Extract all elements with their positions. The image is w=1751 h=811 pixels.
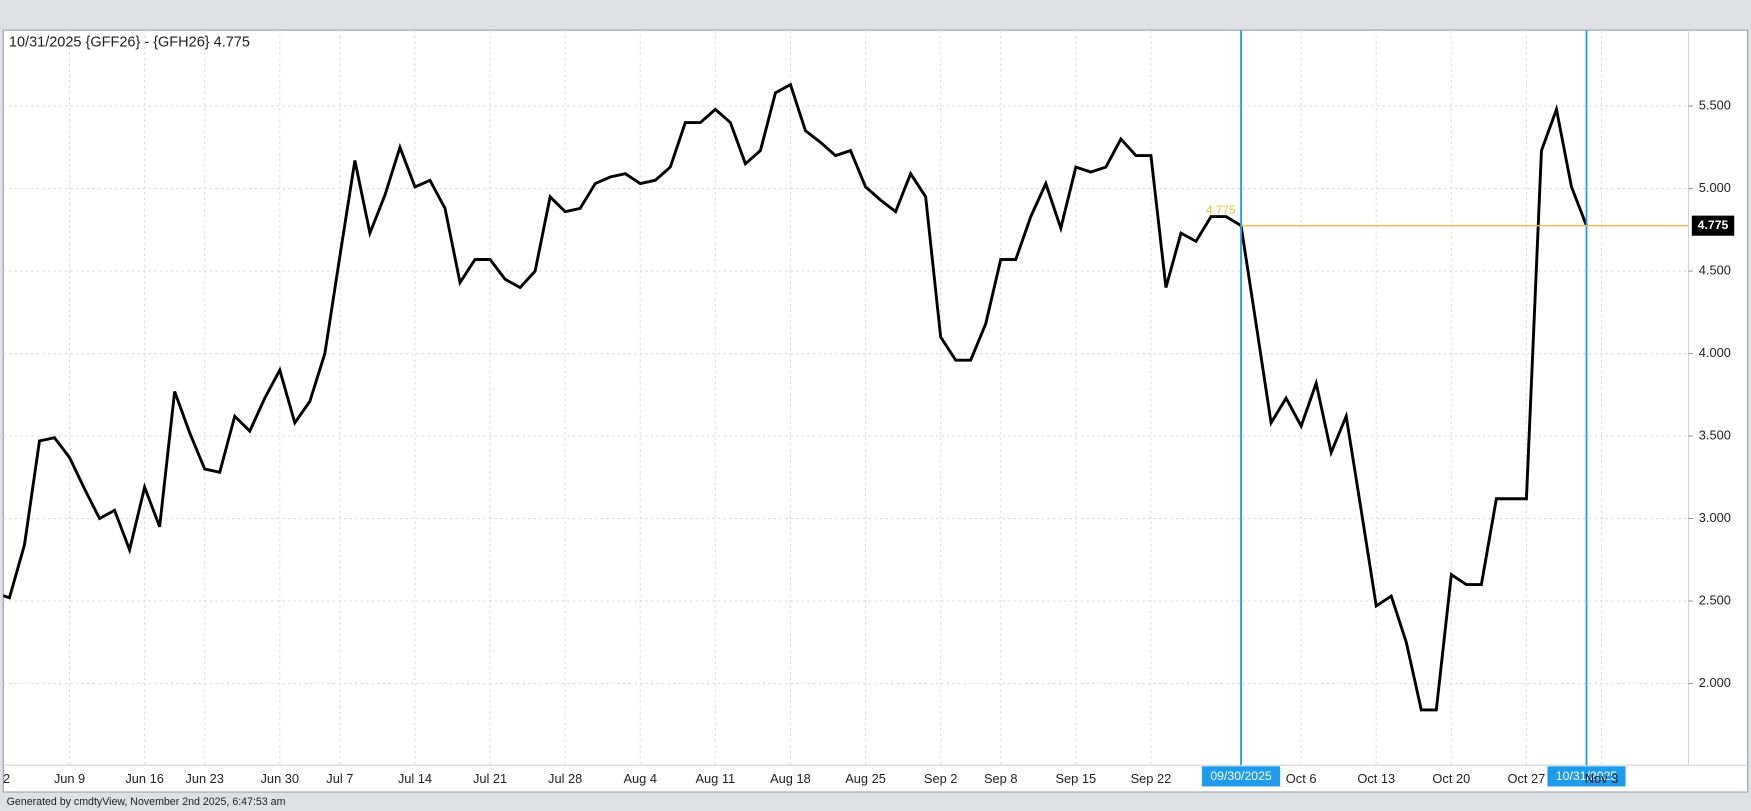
- x-tick-label: Jun 2: [0, 771, 10, 786]
- x-tick-label: Oct 13: [1357, 771, 1395, 786]
- x-tick-label: Jul 7: [326, 771, 353, 786]
- x-tick-label: Aug 4: [624, 771, 658, 786]
- y-tick-label: 2.000: [1699, 675, 1731, 690]
- y-tick-label: 5.000: [1699, 180, 1731, 195]
- marker-box: [1201, 766, 1281, 787]
- x-tick-label: Sep 8: [984, 771, 1018, 786]
- price-box: [1691, 215, 1735, 236]
- price-box-label: 4.775: [1698, 218, 1729, 232]
- x-tick-label: Nov 3: [1585, 771, 1619, 786]
- price-line-label: 4.775: [1206, 204, 1236, 217]
- x-tick-label: Oct 6: [1286, 771, 1317, 786]
- y-tick-label: 5.500: [1699, 97, 1731, 112]
- x-tick-label: Jun 23: [185, 771, 224, 786]
- x-tick-label: Sep 15: [1056, 771, 1097, 786]
- overlays: 09/30/2025 10/31/2025 4.775 4.775: [1201, 30, 1735, 787]
- x-tick-label: Jul 28: [548, 771, 582, 786]
- x-tick-label: Aug 11: [696, 771, 736, 786]
- y-tick-label: 2.500: [1699, 592, 1731, 607]
- series-line: [3, 82, 1588, 712]
- marker-label: 09/30/2025: [1210, 769, 1272, 783]
- marker-label: 10/31/2025: [1556, 769, 1618, 783]
- y-tick-label: 4.000: [1699, 345, 1731, 360]
- x-tick-label: Jun 30: [261, 771, 300, 786]
- footer: Generated by cmdtyView, November 2nd 202…: [7, 796, 286, 808]
- plot: [3, 82, 1588, 712]
- x-tick-label: Jul 21: [473, 771, 507, 786]
- x-tick-label: Sep 2: [924, 771, 958, 786]
- x-tick-label: Sep 22: [1131, 771, 1172, 786]
- y-tick-label: 3.000: [1699, 510, 1731, 525]
- x-tick-label: Jul 14: [398, 771, 432, 786]
- grid: [3, 30, 1693, 766]
- y-tick-label: 4.500: [1699, 262, 1731, 277]
- y-tick-label: 3.500: [1699, 427, 1731, 442]
- x-tick-label: Aug 25: [845, 771, 886, 786]
- x-tick-label: Oct 27: [1508, 771, 1546, 786]
- chart-title: 10/31/2025 {GFF26} - {GFH26} 4.775: [9, 34, 250, 50]
- x-tick-label: Jun 9: [54, 771, 85, 786]
- x-tick-label: Aug 18: [770, 771, 811, 786]
- chart-panel: [2, 29, 1749, 793]
- marker-box: [1547, 766, 1626, 787]
- x-tick-label: Jun 16: [125, 771, 164, 786]
- x-tick-label: Oct 20: [1432, 771, 1470, 786]
